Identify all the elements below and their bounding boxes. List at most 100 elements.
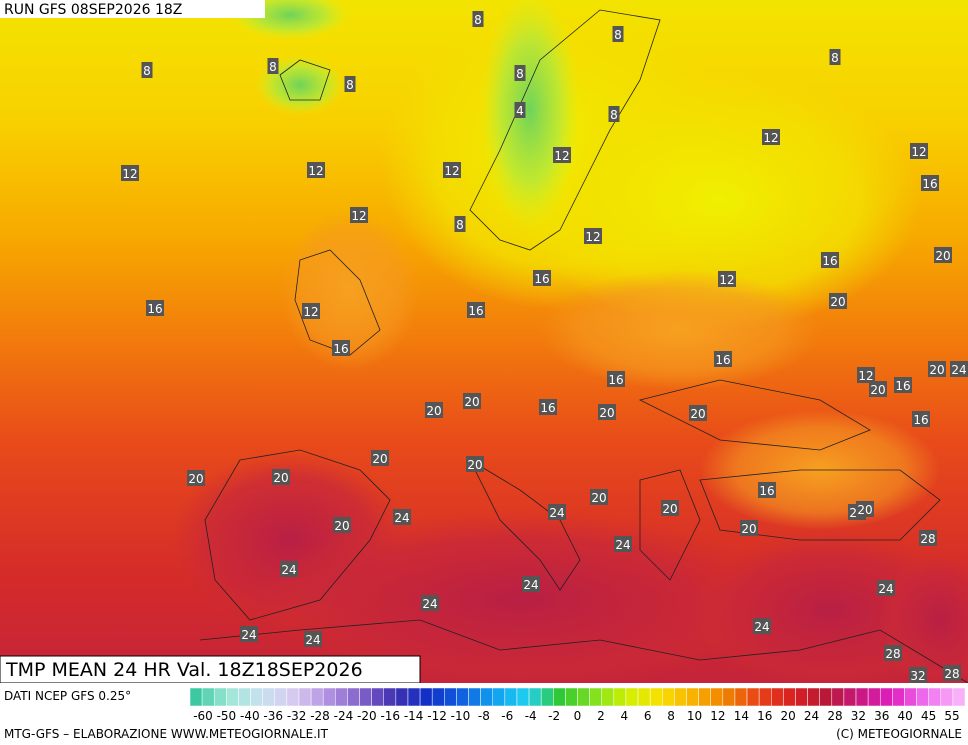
contour-label-box: [548, 504, 566, 520]
contour-label: 8: [143, 64, 151, 78]
contour-label: 20: [830, 295, 845, 309]
contour-label-box: [472, 11, 484, 27]
contour-label-box: [921, 175, 939, 191]
contour-label: 24: [951, 363, 966, 377]
contour-label-box: [280, 561, 298, 577]
colorbar-cell: [904, 687, 917, 707]
colorbar-cell: [662, 687, 675, 707]
contour-label: 16: [333, 342, 348, 356]
footer-right: (C) METEOGIORNALE: [836, 727, 962, 741]
colorbar-cell: [807, 687, 820, 707]
contour-label-box: [272, 469, 290, 485]
colorbar-label: 36: [874, 709, 889, 723]
colorbar-cell: [322, 687, 336, 707]
colorbar-cell: [686, 687, 699, 707]
colorbar-cell: [952, 687, 966, 707]
colorbar-cell: [504, 687, 518, 707]
colorbar-label: -20: [357, 709, 377, 723]
contour-label: 16: [715, 353, 730, 367]
colorbar-cell: [577, 687, 590, 707]
colorbar-cell: [649, 687, 663, 707]
contour-label: 16: [895, 379, 910, 393]
colorbar-cell: [843, 687, 857, 707]
contour-label-box: [121, 165, 139, 181]
colorbar-label: 55: [944, 709, 959, 723]
colorbar-cell: [528, 687, 542, 707]
colorbar-cell: [395, 687, 409, 707]
contour-label-box: [829, 49, 841, 65]
contour-label-box: [350, 207, 368, 223]
contour-label-box: [584, 228, 602, 244]
colorbar-cell: [795, 687, 808, 707]
contour-label: 8: [831, 51, 839, 65]
contour-label-box: [943, 665, 961, 681]
colorbar-labels: -60 -50 -40 -36 -32 -28 -24 -20 -16 -14 -12 -10 -8 -6…: [193, 709, 959, 723]
contour-label-box: [718, 271, 736, 287]
contour-label: 28: [920, 532, 935, 546]
contour-label: 24: [754, 620, 769, 634]
contour-label-box: [950, 361, 968, 377]
contour-label: 12: [351, 209, 366, 223]
colorbar-cell: [589, 687, 602, 707]
colorbar-cell: [238, 687, 251, 707]
colorbar-label: -24: [334, 709, 354, 723]
colorbar-label: 45: [921, 709, 936, 723]
contour-label-box: [607, 371, 625, 387]
contour-label: 20: [467, 458, 482, 472]
colorbar-cell: [347, 687, 360, 707]
colorbar-cell: [698, 687, 711, 707]
contour-label: 12: [763, 131, 778, 145]
colorbar-label: -28: [310, 709, 330, 723]
contour-label: 24: [422, 597, 437, 611]
colorbar-cell: [189, 687, 203, 707]
colorbar-label: 6: [644, 709, 652, 723]
contour-label: 12: [585, 230, 600, 244]
contour-label-box: [344, 76, 356, 92]
contour-label: 24: [549, 506, 564, 520]
colorbar-cell: [298, 687, 312, 707]
colorbar-label: 12: [710, 709, 725, 723]
colorbar-cell: [758, 687, 772, 707]
contour-label: 20: [334, 519, 349, 533]
contour-label: 8: [614, 28, 622, 42]
contour-label: 20: [372, 452, 387, 466]
colorbar-label: 10: [687, 709, 702, 723]
contour-label-box: [714, 351, 732, 367]
colorbar-cell: [492, 687, 506, 707]
contour-label: 24: [281, 563, 296, 577]
contour-label: 16: [468, 304, 483, 318]
contour-label-box: [539, 399, 557, 415]
contour-label-box: [553, 147, 571, 163]
contour-label: 12: [858, 369, 873, 383]
contour-label: 4: [516, 104, 524, 118]
contour-label: 20: [188, 472, 203, 486]
contour-label: 12: [911, 145, 926, 159]
contour-label: 24: [394, 511, 409, 525]
contour-label-box: [332, 340, 350, 356]
run-label: RUN GFS 08SEP2026 18Z: [4, 2, 182, 18]
contour-label-box: [522, 576, 540, 592]
colorbar-label: -40: [240, 709, 260, 723]
colorbar-cell: [419, 687, 433, 707]
colorbar-label: -32: [287, 709, 307, 723]
colorbar-cell: [916, 687, 929, 707]
contour-label-box: [910, 143, 928, 159]
colorbar-cell: [335, 687, 348, 707]
contour-label: 16: [922, 177, 937, 191]
contour-label: 20: [690, 407, 705, 421]
colorbar-cell: [601, 687, 615, 707]
colorbar-label: -50: [217, 709, 237, 723]
contour-label-box: [614, 536, 632, 552]
colorbar-cell: [383, 687, 397, 707]
colorbar-label: 20: [781, 709, 796, 723]
source-label: DATI NCEP GFS 0.25°: [4, 689, 131, 703]
contour-label: 20: [870, 383, 885, 397]
contour-label: 24: [878, 582, 893, 596]
colorbar-label: -60: [193, 709, 213, 723]
contour-label: 28: [885, 647, 900, 661]
colorbar-cell: [250, 687, 263, 707]
contour-label-box: [912, 411, 930, 427]
colorbar-label: 2: [597, 709, 605, 723]
colorbar-cell: [407, 687, 421, 707]
contour-label-box: [425, 402, 443, 418]
